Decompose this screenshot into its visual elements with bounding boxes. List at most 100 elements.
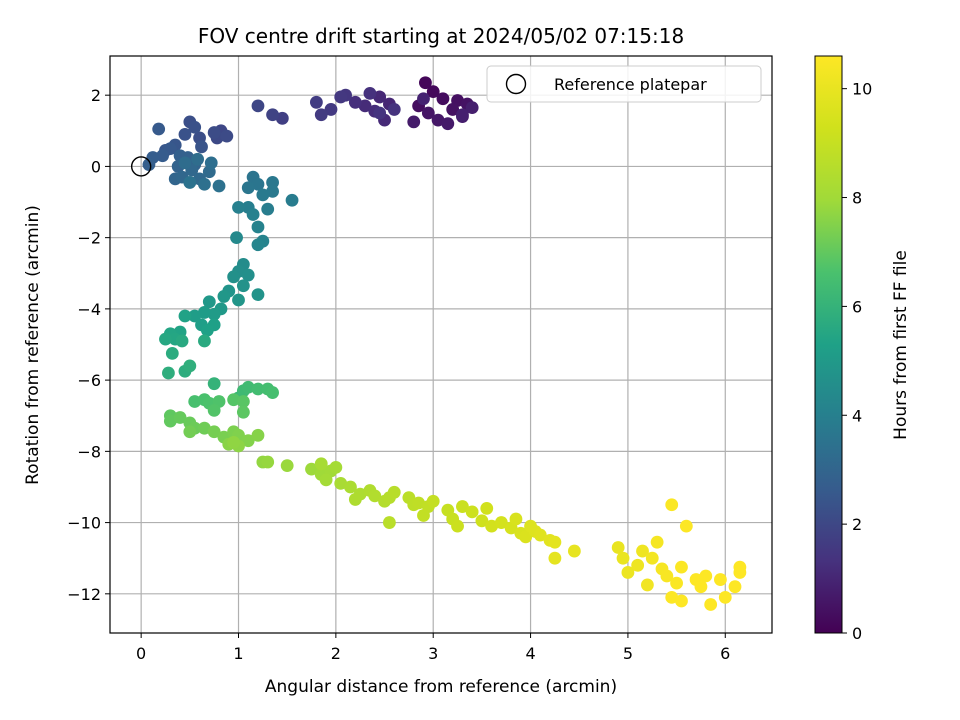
y-tick-label: −6 (77, 371, 101, 390)
data-point (198, 421, 211, 435)
data-point (456, 108, 469, 122)
x-tick-label: 0 (136, 644, 146, 663)
y-tick-label: −4 (77, 300, 101, 319)
data-point (266, 108, 279, 122)
data-point (348, 493, 362, 506)
colorbar-tick-label: 0 (852, 624, 862, 643)
data-point (241, 380, 255, 394)
x-tick-label: 2 (331, 644, 341, 663)
data-point (183, 359, 197, 373)
data-point (227, 436, 241, 449)
data-point (650, 535, 664, 549)
colorbar-tick-label: 8 (852, 189, 862, 208)
data-point (640, 578, 654, 592)
data-point (417, 92, 430, 106)
data-point (220, 129, 234, 143)
colorbar-label: Hours from first FF file (891, 250, 911, 440)
data-point (616, 551, 630, 565)
data-point (431, 113, 445, 127)
data-point (419, 76, 432, 90)
data-point (236, 405, 250, 419)
data-point (373, 106, 387, 120)
data-point (387, 103, 401, 116)
y-tick-label: −10 (67, 514, 101, 533)
data-point (246, 208, 260, 221)
data-point (232, 293, 245, 307)
data-point (251, 288, 265, 302)
legend: Reference platepar (486, 65, 762, 103)
data-point (412, 496, 426, 510)
data-point (309, 95, 323, 109)
colorbar-tick-label: 6 (852, 297, 862, 316)
data-point (195, 140, 208, 154)
data-point (426, 85, 440, 99)
data-point (383, 516, 396, 529)
x-tick-label: 3 (428, 644, 438, 663)
y-axis-ticks: 2 0 −2 −4 −6 −8 −10 −12 (67, 86, 110, 604)
data-point (251, 238, 265, 252)
legend-reference-marker (505, 73, 527, 95)
data-point (344, 480, 357, 494)
data-point (241, 181, 255, 195)
data-point (670, 576, 683, 590)
x-tick-label: 4 (525, 644, 535, 663)
data-point (314, 108, 328, 122)
data-point (728, 580, 742, 594)
data-point (178, 127, 192, 141)
data-point (251, 382, 265, 396)
data-point (533, 528, 547, 542)
data-point (173, 411, 187, 424)
data-point (156, 149, 169, 163)
y-tick-label: −2 (77, 229, 101, 248)
data-point (202, 295, 216, 309)
data-point (178, 156, 192, 170)
data-point (227, 270, 241, 284)
data-point (251, 99, 265, 113)
data-point (679, 519, 693, 533)
data-point (368, 489, 382, 503)
data-point (152, 122, 166, 136)
data-point (621, 566, 635, 579)
data-point (363, 86, 377, 100)
data-point (198, 306, 211, 319)
data-point (548, 535, 562, 549)
data-point (207, 377, 221, 391)
data-point (217, 290, 231, 303)
data-point (373, 90, 387, 104)
data-point (266, 184, 279, 198)
data-point (198, 334, 211, 348)
data-point (699, 569, 713, 583)
data-point (305, 462, 318, 476)
data-point (227, 393, 241, 407)
data-point (285, 193, 299, 207)
data-point (266, 176, 279, 189)
data-point (718, 590, 732, 604)
data-point (188, 395, 202, 408)
data-point (204, 156, 218, 170)
data-point (256, 188, 270, 202)
data-point (660, 569, 674, 583)
data-point (334, 477, 348, 490)
data-point (465, 505, 479, 519)
data-point (261, 202, 275, 216)
data-point (183, 176, 197, 189)
x-axis-label: Angular distance from reference (arcmin) (265, 677, 617, 697)
data-point (631, 558, 645, 572)
data-point (314, 457, 328, 471)
data-point (198, 177, 211, 191)
reference-point (130, 156, 152, 177)
data-point (188, 309, 202, 323)
data-point (236, 279, 250, 293)
y-tick-label: 2 (91, 86, 101, 105)
x-tick-label: 6 (720, 644, 730, 663)
y-tick-label: 0 (91, 157, 101, 176)
data-point (200, 323, 214, 337)
data-point (207, 307, 221, 321)
data-point (665, 498, 679, 512)
data-point (494, 516, 508, 529)
data-point (251, 428, 265, 442)
data-point (207, 425, 221, 439)
data-point (480, 501, 494, 515)
data-point (436, 92, 450, 106)
data-point (645, 551, 659, 565)
